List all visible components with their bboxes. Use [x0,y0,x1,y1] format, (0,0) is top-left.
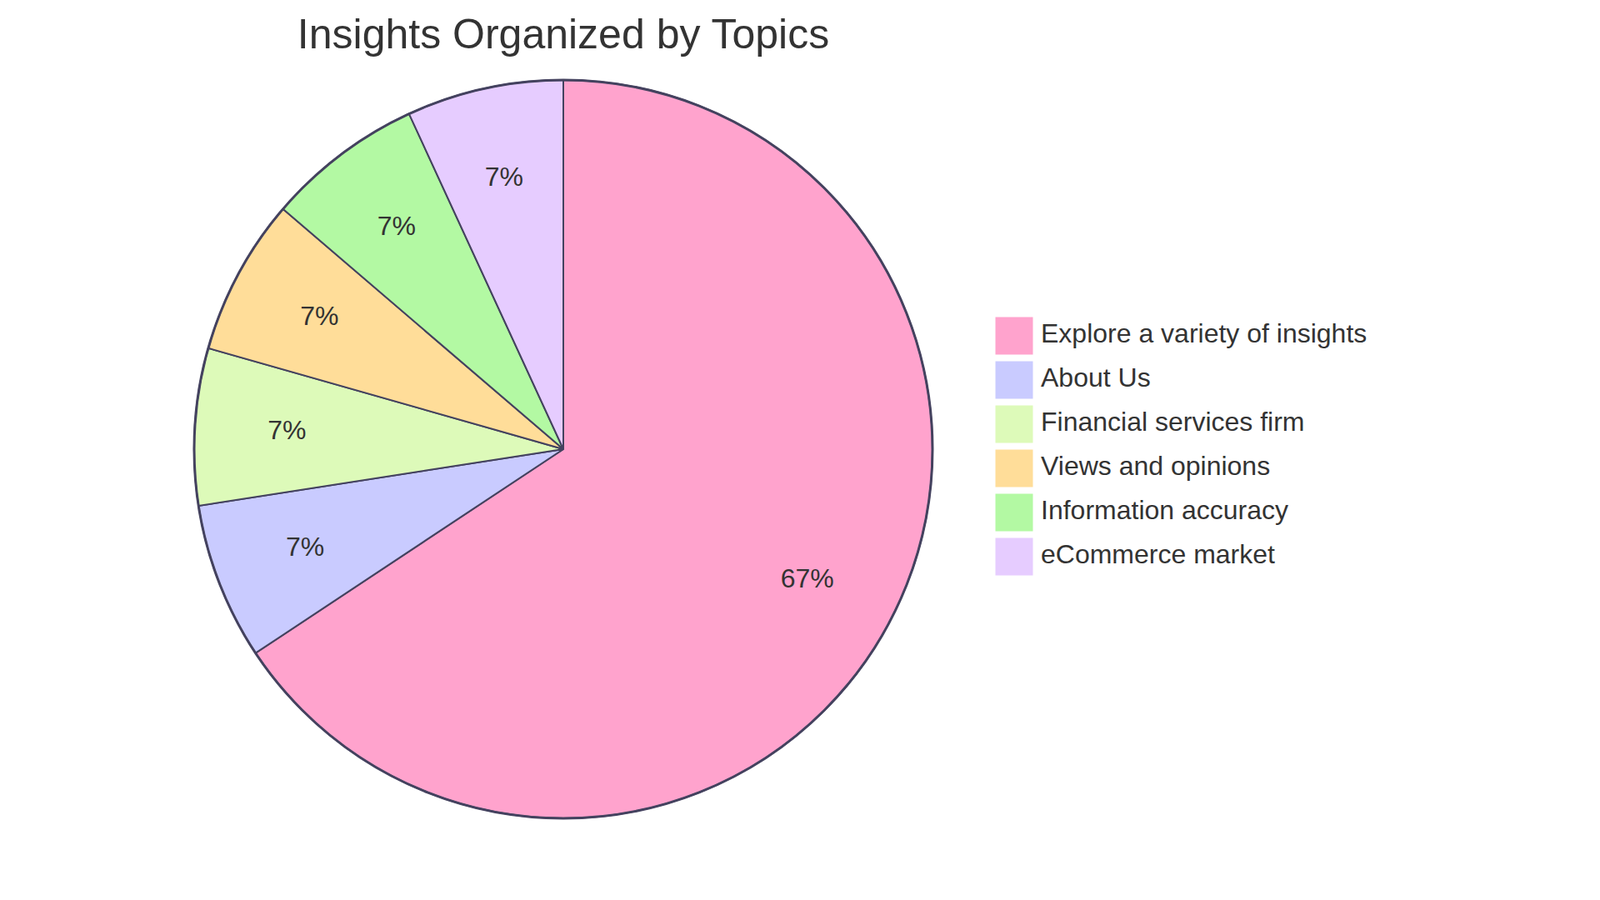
legend-label: Financial services firm [1040,406,1305,437]
legend-swatch [995,405,1033,443]
legend-swatch [995,317,1033,355]
data-label: 7% [485,161,524,192]
title: Insights Organized by Topics [297,10,830,58]
chart: Insights Organized by Topics 67% 7% 7% 7% 7% 7… [0,0,1600,900]
data-label: 7% [300,300,339,331]
data-label: 7% [285,531,325,562]
slice [409,80,564,450]
legend-swatch [995,538,1033,575]
legend-label: Views and opinions [1040,450,1270,481]
legend-swatch [995,450,1033,487]
legend-label: eCommerce market [1040,539,1275,570]
data-labels: 67% 7% 7% 7% 7% 7% [267,161,834,594]
legend: Explore a variety of insights About Us Fin… [995,317,1367,575]
legend-swatch [995,494,1033,531]
legend-label: Explore a variety of insights [1040,318,1367,349]
data-label: 7% [377,210,416,241]
data-label: 7% [267,415,306,445]
slices [194,80,933,819]
legend-swatch [995,361,1033,399]
legend-label: Information accuracy [1040,495,1289,525]
data-label: 67% [780,563,835,594]
legend-label: About Us [1040,362,1151,393]
pie-outline [194,80,933,819]
